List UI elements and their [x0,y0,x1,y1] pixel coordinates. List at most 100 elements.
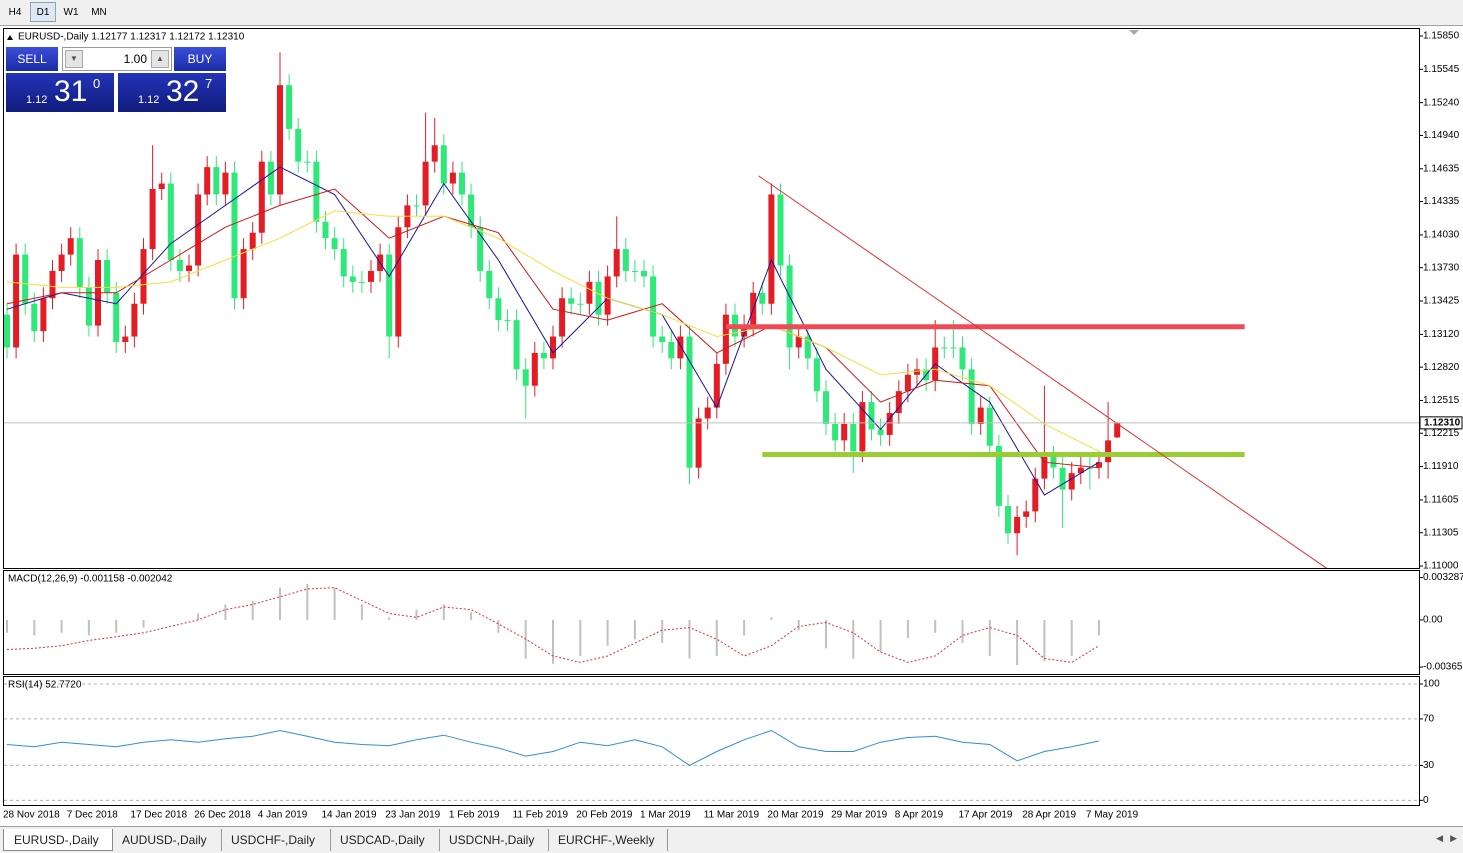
candle-body [722,314,729,364]
candle-body [495,298,502,321]
candle-body [777,194,784,266]
x-tick-label: 11 Feb 2019 [513,810,569,821]
y-tick-label: 1.14335 [1423,196,1460,207]
scroll-left[interactable]: ◀ [1436,833,1443,843]
candle-body [67,238,74,255]
one-click-trading: SELL ▼ 1.00 ▲ BUY 1.12 31 0 1.12 32 7 [6,47,226,112]
candle-body [222,172,229,195]
candle-body [31,303,38,332]
candle-body [358,281,365,283]
timeframe-tab[interactable]: W1 [63,7,79,18]
candle-body [1096,462,1102,468]
x-tick-label: 23 Jan 2019 [385,810,440,821]
timeframe-tab[interactable]: MN [91,7,107,18]
candle-body [422,161,429,206]
scroll-right[interactable]: ▶ [1450,833,1457,843]
timeframe-tab[interactable]: D1 [30,2,56,22]
candle-body [522,369,529,386]
candle-body [231,172,238,299]
moving-average [6,188,1100,469]
y-tick-label: -0.003659 [1423,662,1463,673]
candle-body [668,341,675,359]
lot-down[interactable]: ▼ [65,50,83,68]
candle-body [886,413,893,435]
candle-body [877,429,884,435]
y-tick-label: 1.15240 [1423,97,1460,108]
candle-body [477,227,484,271]
bid-box[interactable]: 1.12 31 0 [6,73,114,112]
candle-body [104,260,111,293]
candle-body [686,336,693,468]
moving-average [6,210,1100,452]
y-tick-label: 1.13120 [1423,329,1460,340]
candle-body [277,85,283,195]
macd-panel-frame [3,570,1420,675]
chart-tab[interactable]: EURUSD-,Daily [3,829,113,851]
candle-body [768,194,775,304]
x-tick-label: 4 Jan 2019 [258,810,308,821]
candle-body [531,352,538,386]
candle-body [85,287,92,326]
candle-body [322,221,329,239]
panel-title: EURUSD-,Daily 1.12177 1.12317 1.12172 1.… [18,32,245,43]
x-tick-label: 28 Nov 2018 [3,810,60,821]
lot-up[interactable]: ▲ [151,50,169,68]
candle-body [149,188,156,250]
chart-tab[interactable]: USDCAD-,Daily [330,829,440,851]
candle-body [313,161,320,222]
candle-body [295,128,302,162]
y-tick-label: 1.13425 [1423,296,1460,307]
ask-box[interactable]: 1.12 32 7 [118,73,226,112]
sell-button[interactable]: SELL [6,47,58,71]
candle-body [331,238,338,250]
y-tick-label: 0 [1423,795,1429,806]
candle-body [595,281,602,315]
buy-button[interactable]: BUY [174,47,226,71]
chart-tab[interactable]: EURCHF-,Weekly [548,829,668,851]
panel-title: MACD(12,26,9) -0.001158 -0.002042 [8,574,173,585]
candle-body [1023,511,1030,517]
candle-body [550,336,556,359]
candle-body [795,336,802,348]
shift-marker [1129,30,1139,35]
panel-title: RSI(14) 52.7720 [8,680,82,691]
x-tick-label: 8 Apr 2019 [895,810,944,821]
candle-body [959,347,966,370]
candle-body [176,260,183,271]
x-tick-label: 7 Dec 2018 [67,810,119,821]
candle-body [340,249,347,277]
candle-body [577,303,584,305]
candle-body [813,358,820,392]
candle-body [504,320,511,322]
candle-body [131,303,138,337]
lot-input[interactable]: ▼ 1.00 ▲ [62,47,172,71]
candle-body [267,161,274,195]
chart-tab[interactable]: AUDUSD-,Daily [112,829,222,851]
candle-body [413,205,420,207]
candle-body [286,85,293,129]
price-label: 1.12310 [1424,418,1461,429]
chart-tab[interactable]: USDCHF-,Daily [221,829,331,851]
candle-body [677,336,684,359]
candle-body [40,298,47,332]
candle-body [568,298,575,304]
candle-body [249,232,256,250]
candle-body [258,161,265,233]
candle-body [968,369,975,424]
y-tick-label: 1.12515 [1423,395,1460,406]
chart-tab[interactable]: USDCNH-,Daily [439,829,549,851]
main-panel-frame [3,28,1420,569]
candle-body [1032,478,1039,512]
candle-body [904,374,911,392]
candle-body [622,249,629,271]
chart-background [0,26,1463,826]
candle-body [1114,422,1121,438]
candle-body [559,298,566,337]
bid-frac: 0 [93,76,101,91]
rsi-line [6,729,1100,766]
candle-body [704,407,711,419]
candle-body [641,270,647,277]
y-tick-label: 0.003287 [1423,572,1463,583]
candle-body [659,336,666,342]
timeframe-tab[interactable]: H4 [8,7,22,18]
